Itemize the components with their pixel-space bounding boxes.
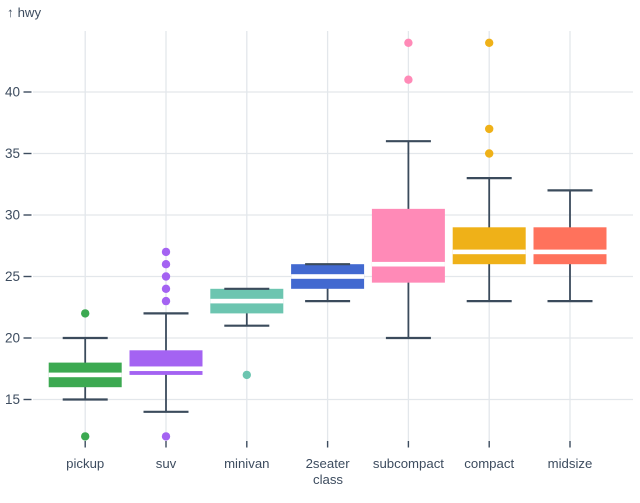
y-tick-label-40: 40 — [5, 85, 20, 100]
outlier-dot — [161, 272, 171, 281]
y-tick-label-25: 25 — [5, 269, 20, 284]
x-tick-label-suv: suv — [156, 456, 177, 471]
median-line — [210, 298, 284, 304]
median-line — [452, 249, 526, 255]
median-line — [371, 261, 445, 267]
x-tick-label-compact: compact — [464, 456, 514, 471]
y-tick-label-20: 20 — [5, 331, 20, 346]
x-tick-label-minivan: minivan — [224, 456, 269, 471]
y-tick-label-15: 15 — [5, 392, 20, 407]
outlier-dot — [161, 260, 171, 269]
box-marks-layer — [48, 38, 607, 441]
outlier-dot — [404, 75, 413, 84]
x-tick-label-pickup: pickup — [66, 456, 104, 471]
iqr-box — [371, 208, 445, 283]
x-tick-label-2seater: 2seater — [306, 456, 351, 471]
median-line — [291, 274, 365, 279]
boxplot-compact — [452, 38, 526, 303]
outlier-dot — [161, 284, 171, 293]
boxplot-2seater — [291, 263, 365, 303]
outlier-dot — [161, 296, 171, 306]
outlier-dot — [485, 124, 494, 134]
x-axis-title: class — [313, 472, 343, 487]
outlier-dot — [485, 38, 494, 47]
up-arrow-icon: ↑ — [7, 5, 14, 20]
outlier-dot — [161, 247, 171, 257]
x-tick-label-subcompact: subcompact — [373, 456, 444, 471]
axes-layer: 15 20 25 30 35 40 pickup suv minivan 2seater subco… — [5, 85, 592, 487]
y-tick-label-30: 30 — [5, 208, 20, 223]
outlier-dot — [404, 38, 413, 47]
x-tick-label-midsize: midsize — [548, 456, 593, 471]
outlier-dot — [81, 309, 90, 318]
iqr-box — [452, 227, 526, 265]
boxplot-minivan — [210, 287, 284, 380]
boxplot-subcompact — [371, 38, 445, 340]
outlier-dot — [242, 370, 251, 380]
outlier-dot — [81, 432, 90, 441]
boxplot-suv — [129, 247, 203, 441]
outlier-dot — [485, 149, 494, 158]
boxplot-pickup — [48, 309, 122, 441]
median-line — [533, 249, 607, 255]
outlier-dot — [161, 432, 171, 441]
y-tick-label-35: 35 — [5, 146, 20, 161]
iqr-box — [129, 350, 203, 375]
median-line — [48, 372, 122, 378]
boxplot-midsize — [533, 189, 607, 303]
y-axis-title: ↑ hwy — [7, 5, 41, 20]
y-axis-title-label: hwy — [18, 5, 42, 20]
iqr-box — [533, 227, 607, 265]
median-line — [129, 366, 203, 372]
